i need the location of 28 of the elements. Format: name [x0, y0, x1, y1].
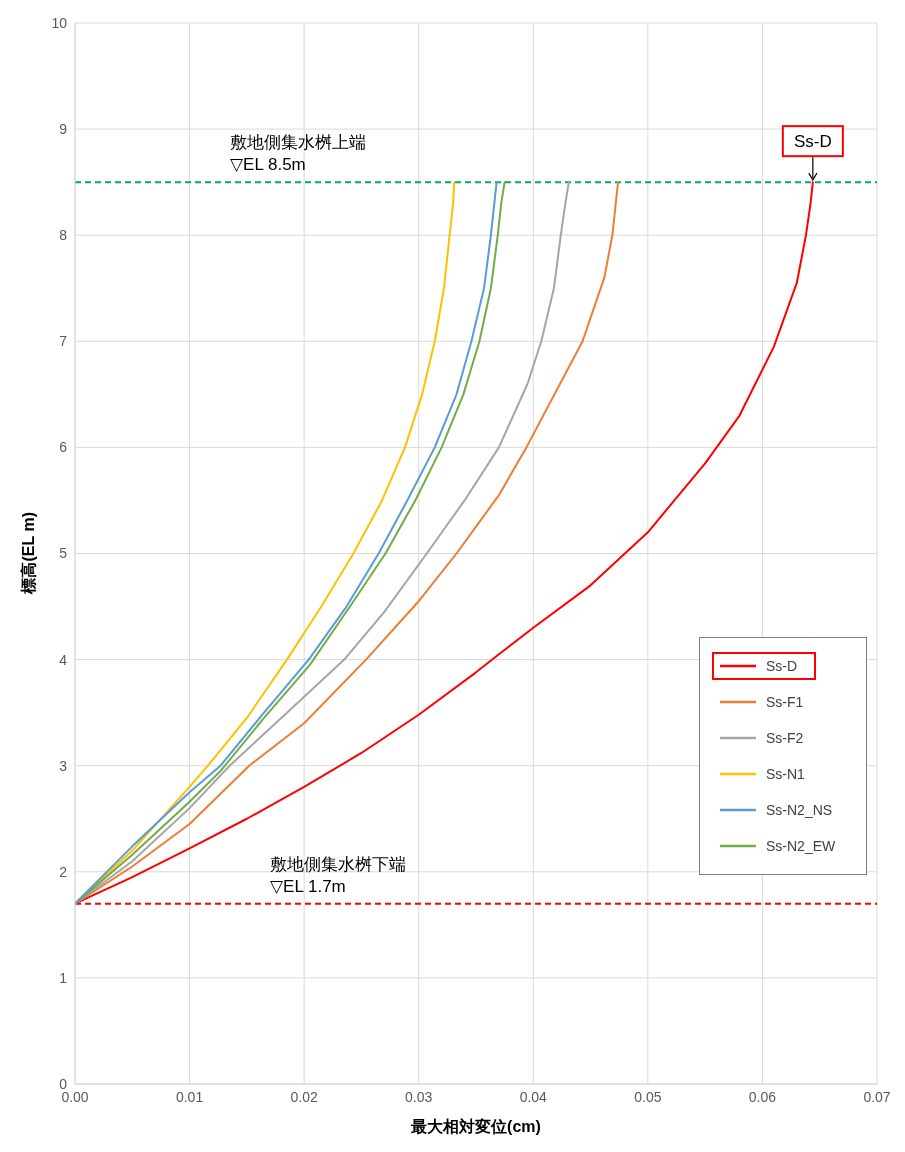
legend-label: Ss-N2_NS [766, 802, 833, 818]
x-tick-label: 0.06 [748, 1088, 777, 1105]
y-tick-label: 9 [59, 121, 68, 138]
y-tick-label: 7 [59, 333, 68, 350]
x-tick-label: 0.07 [863, 1088, 891, 1105]
y-tick-label: 8 [59, 227, 68, 244]
legend-label: Ss-F2 [766, 730, 804, 746]
x-tick-label: 0.02 [290, 1088, 318, 1105]
y-tick-label: 5 [59, 545, 68, 562]
x-tick-label: 0.01 [175, 1088, 204, 1105]
y-tick-label: 1 [59, 969, 68, 986]
ref-line-label: 敷地側集水桝上端 ▽EL 8.5m [230, 133, 366, 175]
legend-label: Ss-F1 [766, 694, 804, 710]
y-axis-title: 標高(EL m) [18, 512, 37, 595]
x-axis-title: 最大相対変位(cm) [410, 1117, 541, 1135]
x-tick-label: 0.03 [405, 1088, 433, 1105]
y-tick-label: 3 [59, 757, 68, 774]
ref-line-label: 敷地側集水桝下端 ▽EL 1.7m [270, 854, 406, 896]
y-tick-label: 4 [59, 651, 68, 668]
y-tick-label: 10 [51, 14, 68, 31]
legend-label: Ss-N2_EW [766, 838, 836, 854]
annotation: Ss-D [793, 132, 832, 152]
x-tick-label: 0.04 [519, 1088, 548, 1105]
legend-label: Ss-D [766, 658, 798, 674]
y-tick-label: 2 [59, 863, 68, 880]
y-tick-label: 6 [59, 439, 68, 456]
x-tick-label: 0.05 [634, 1088, 662, 1105]
legend-label: Ss-N1 [766, 766, 805, 782]
